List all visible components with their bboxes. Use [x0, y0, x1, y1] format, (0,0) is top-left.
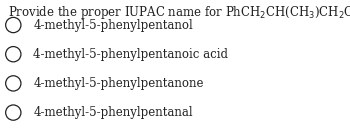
Text: 4-methyl-5-phenylpentanone: 4-methyl-5-phenylpentanone	[33, 77, 204, 90]
Text: 4-methyl-5-phenylpentanal: 4-methyl-5-phenylpentanal	[33, 106, 193, 119]
Text: 4-methyl-5-phenylpentanoic acid: 4-methyl-5-phenylpentanoic acid	[33, 48, 228, 61]
Text: Provide the proper IUPAC name for PhCH$_2$CH(CH$_3$)CH$_2$CH$_2$CHO.: Provide the proper IUPAC name for PhCH$_…	[8, 4, 350, 21]
Text: 4-methyl-5-phenylpentanol: 4-methyl-5-phenylpentanol	[33, 18, 193, 32]
